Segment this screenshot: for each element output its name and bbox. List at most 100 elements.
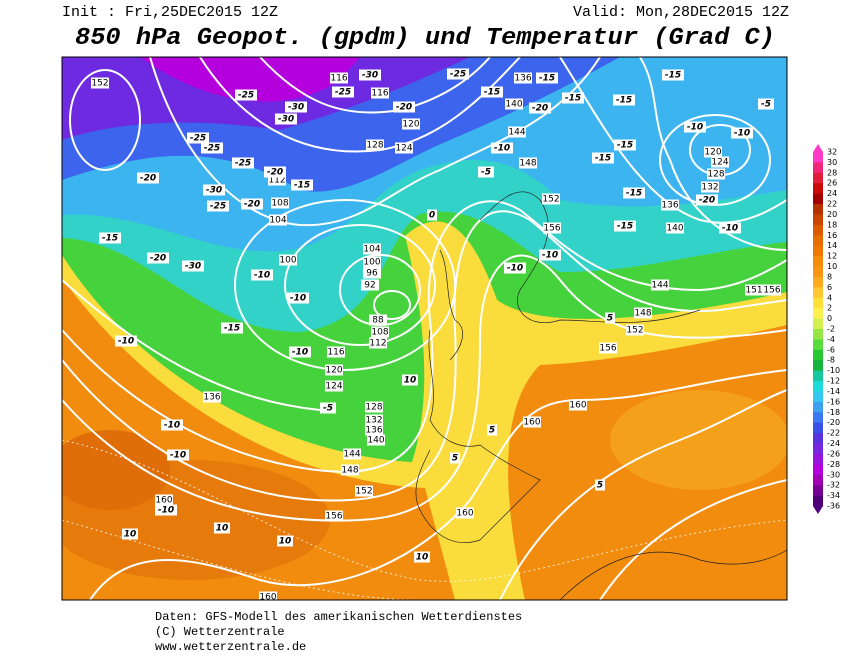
scale-label: -36	[827, 502, 840, 511]
geopotential-label: 144	[651, 281, 668, 291]
temperature-label: -30	[185, 262, 201, 272]
contour	[284, 224, 436, 346]
temperature-label: -20	[140, 174, 156, 184]
temperature-label: 10	[124, 530, 137, 540]
scale-label: -6	[827, 345, 835, 354]
temperature-label-box	[167, 449, 189, 461]
temperature-label: -10	[542, 251, 558, 261]
temperature-label-box	[450, 452, 460, 464]
temperature-label-box	[277, 535, 293, 547]
geopotential-label-box	[268, 174, 286, 186]
footer-url: www.wetterzentrale.de	[155, 640, 306, 654]
map-labels: 152 1361401441481521561201241281321361401…	[91, 68, 781, 603]
temperature-label-box	[320, 402, 336, 414]
geopotential-label: 144	[343, 450, 360, 460]
map-title: 850 hPa Geopot. (gpdm) und Temperatur (G…	[75, 25, 775, 52]
temperature-label-box	[696, 194, 718, 206]
scale-swatch	[813, 183, 823, 195]
scale-swatch	[813, 193, 823, 205]
geopotential-label-box	[369, 337, 387, 349]
geopotential-label: 112	[369, 339, 386, 349]
geopotential-label-box	[355, 485, 373, 497]
geopotential-label: 160	[523, 418, 540, 428]
geopotential-label: 140	[666, 224, 683, 234]
scale-label: 12	[827, 252, 837, 261]
scale-label: -14	[827, 387, 840, 396]
geopotential-label-box	[365, 414, 383, 426]
geopotential-label-box	[330, 72, 348, 84]
geopotential-label: 88	[372, 316, 384, 326]
geopotential-label-box	[701, 181, 719, 193]
valid-time: Valid: Mon,28DEC2015 12Z	[573, 4, 789, 21]
temperature-label-box	[122, 528, 138, 540]
scale-swatch	[813, 339, 823, 351]
geopotential-label-box	[363, 243, 381, 255]
geopotential-label: 160	[155, 496, 172, 506]
geopotential-label: 124	[325, 382, 342, 392]
temperature-label: -15	[616, 96, 632, 106]
temperature-label-box	[161, 419, 183, 431]
temperature-label: -10	[164, 421, 180, 431]
geopotential-label: 160	[569, 401, 586, 411]
geopotential-label: 160	[259, 593, 276, 603]
geopotential-label: 140	[367, 436, 384, 446]
scale-swatch	[813, 297, 823, 309]
geopotential-label-box	[371, 326, 389, 338]
temperature-label: -20	[267, 168, 283, 178]
geopotential-label-box	[661, 199, 679, 211]
scale-label: -16	[827, 397, 840, 406]
temperature-label: -15	[665, 71, 681, 81]
temperature-label-box	[562, 92, 584, 104]
init-time: Init : Fri,25DEC2015 12Z	[62, 4, 278, 21]
geopotential-label-box	[369, 314, 387, 326]
geopotential-label: 128	[707, 170, 724, 180]
temperature-label-box	[393, 101, 415, 113]
geopotential-label: 136	[203, 393, 220, 403]
geopotential-label: 120	[704, 148, 721, 158]
temperature-label: 10	[416, 553, 429, 563]
scale-label: 0	[827, 314, 832, 323]
scale-swatch	[813, 422, 823, 434]
scale-swatch	[813, 308, 823, 320]
geopotential-label: 108	[271, 199, 288, 209]
temperature-label: -15	[565, 94, 581, 104]
geopotential-label: 148	[519, 159, 536, 169]
geopotential-label: 136	[365, 426, 382, 436]
geopotential-label: 152	[542, 195, 559, 205]
scale-label: 18	[827, 220, 837, 229]
scale-arrow-top	[813, 144, 823, 152]
scale-swatch	[813, 245, 823, 257]
geopotential-label-box	[365, 424, 383, 436]
temperature-label-box	[275, 113, 297, 125]
geopotential-label: 116	[371, 89, 388, 99]
geopotential-label: 128	[365, 403, 382, 413]
temperature-label: 5	[597, 481, 603, 491]
temperature-label-box	[203, 184, 225, 196]
geopotential-label: 136	[661, 201, 678, 211]
scale-swatch	[813, 266, 823, 278]
scale-swatch	[813, 349, 823, 361]
geopotential-label: 152	[355, 487, 372, 497]
temperature-label: -5	[481, 168, 491, 178]
scale-label: 22	[827, 200, 837, 209]
temperature-label-box	[605, 312, 615, 324]
geopotential-label-box	[366, 139, 384, 151]
scale-label: 28	[827, 168, 837, 177]
color-scale: 32302826242220181614121086420-2-4-6-8-10…	[813, 144, 840, 514]
scale-arrow-bottom	[813, 506, 823, 514]
geopotential-label: 144	[508, 128, 525, 138]
scale-label: -10	[827, 366, 840, 375]
temperature-label: -15	[539, 74, 555, 84]
geopotential-label-box	[363, 256, 381, 268]
temperature-label-box	[287, 292, 309, 304]
geopotential-label: 156	[763, 286, 780, 296]
scale-swatch	[813, 214, 823, 226]
scale-label: -8	[827, 356, 835, 365]
geopotential-label-box	[651, 279, 669, 291]
geopotential-label-box	[543, 222, 561, 234]
geopotential-label: 120	[402, 120, 419, 130]
temperature-label-box	[201, 142, 223, 154]
temperature-label: -15	[626, 189, 642, 199]
geopotential-label-box	[666, 222, 684, 234]
geopotential-label-box	[363, 267, 381, 279]
